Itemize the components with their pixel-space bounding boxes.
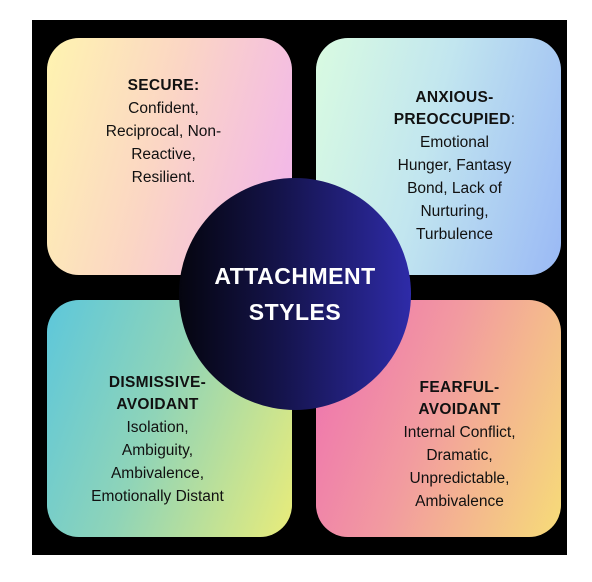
center-circle: ATTACHMENT STYLES	[179, 178, 411, 410]
quadrant-heading: FEARFUL- AVOIDANT	[418, 377, 500, 421]
description-line: Reactive,	[131, 145, 196, 163]
heading-suffix: :	[510, 111, 516, 128]
heading-line: FEARFUL-	[419, 378, 500, 396]
center-title-line: STYLES	[248, 299, 342, 325]
description-line: Hunger, Fantasy	[397, 157, 512, 174]
quadrant-description: Confident, Reciprocal, Non- Reactive, Re…	[106, 97, 221, 189]
description-line: Ambivalence	[415, 492, 504, 510]
description-line: Internal Conflict,	[403, 423, 516, 441]
description-line: Confident,	[128, 99, 199, 117]
quadrant-description: Isolation, Ambiguity, Ambivalence, Emoti…	[91, 416, 224, 508]
heading-line-wrap: PREOCCUPIED:	[394, 109, 516, 131]
diagram-panel: SECURE: Confident, Reciprocal, Non- Reac…	[32, 20, 567, 555]
description-line: Reciprocal, Non-	[105, 122, 222, 140]
center-title-line: ATTACHMENT	[214, 263, 376, 289]
quadrant-heading: SECURE:	[128, 75, 200, 97]
description-line: Ambiguity,	[121, 441, 194, 459]
description-line: Ambivalence,	[110, 464, 205, 482]
description-line: Emotional	[420, 134, 489, 151]
description-line: Dramatic,	[426, 446, 493, 464]
heading-line: PREOCCUPIED	[393, 111, 511, 128]
heading-line: AVOIDANT	[116, 395, 199, 413]
heading-line: DISMISSIVE-	[108, 373, 207, 391]
description-line: Resilient.	[131, 168, 196, 186]
description-line: Nurturing,	[420, 203, 489, 220]
heading-line: SECURE:	[127, 76, 200, 94]
description-line: Emotionally Distant	[91, 487, 224, 505]
description-line: Unpredictable,	[409, 469, 510, 487]
description-line: Isolation,	[126, 418, 189, 436]
quadrant-heading: DISMISSIVE- AVOIDANT	[109, 372, 206, 416]
heading-line: ANXIOUS-	[415, 89, 494, 106]
description-line: Turbulence	[416, 226, 493, 243]
quadrant-heading: ANXIOUS- PREOCCUPIED:	[394, 87, 516, 131]
quadrant-secure: SECURE: Confident, Reciprocal, Non- Reac…	[47, 38, 292, 275]
heading-line: AVOIDANT	[418, 400, 501, 418]
quadrant-description: Emotional Hunger, Fantasy Bond, Lack of …	[398, 131, 512, 246]
quadrant-description: Internal Conflict, Dramatic, Unpredictab…	[404, 421, 516, 513]
description-line: Bond, Lack of	[407, 180, 502, 197]
